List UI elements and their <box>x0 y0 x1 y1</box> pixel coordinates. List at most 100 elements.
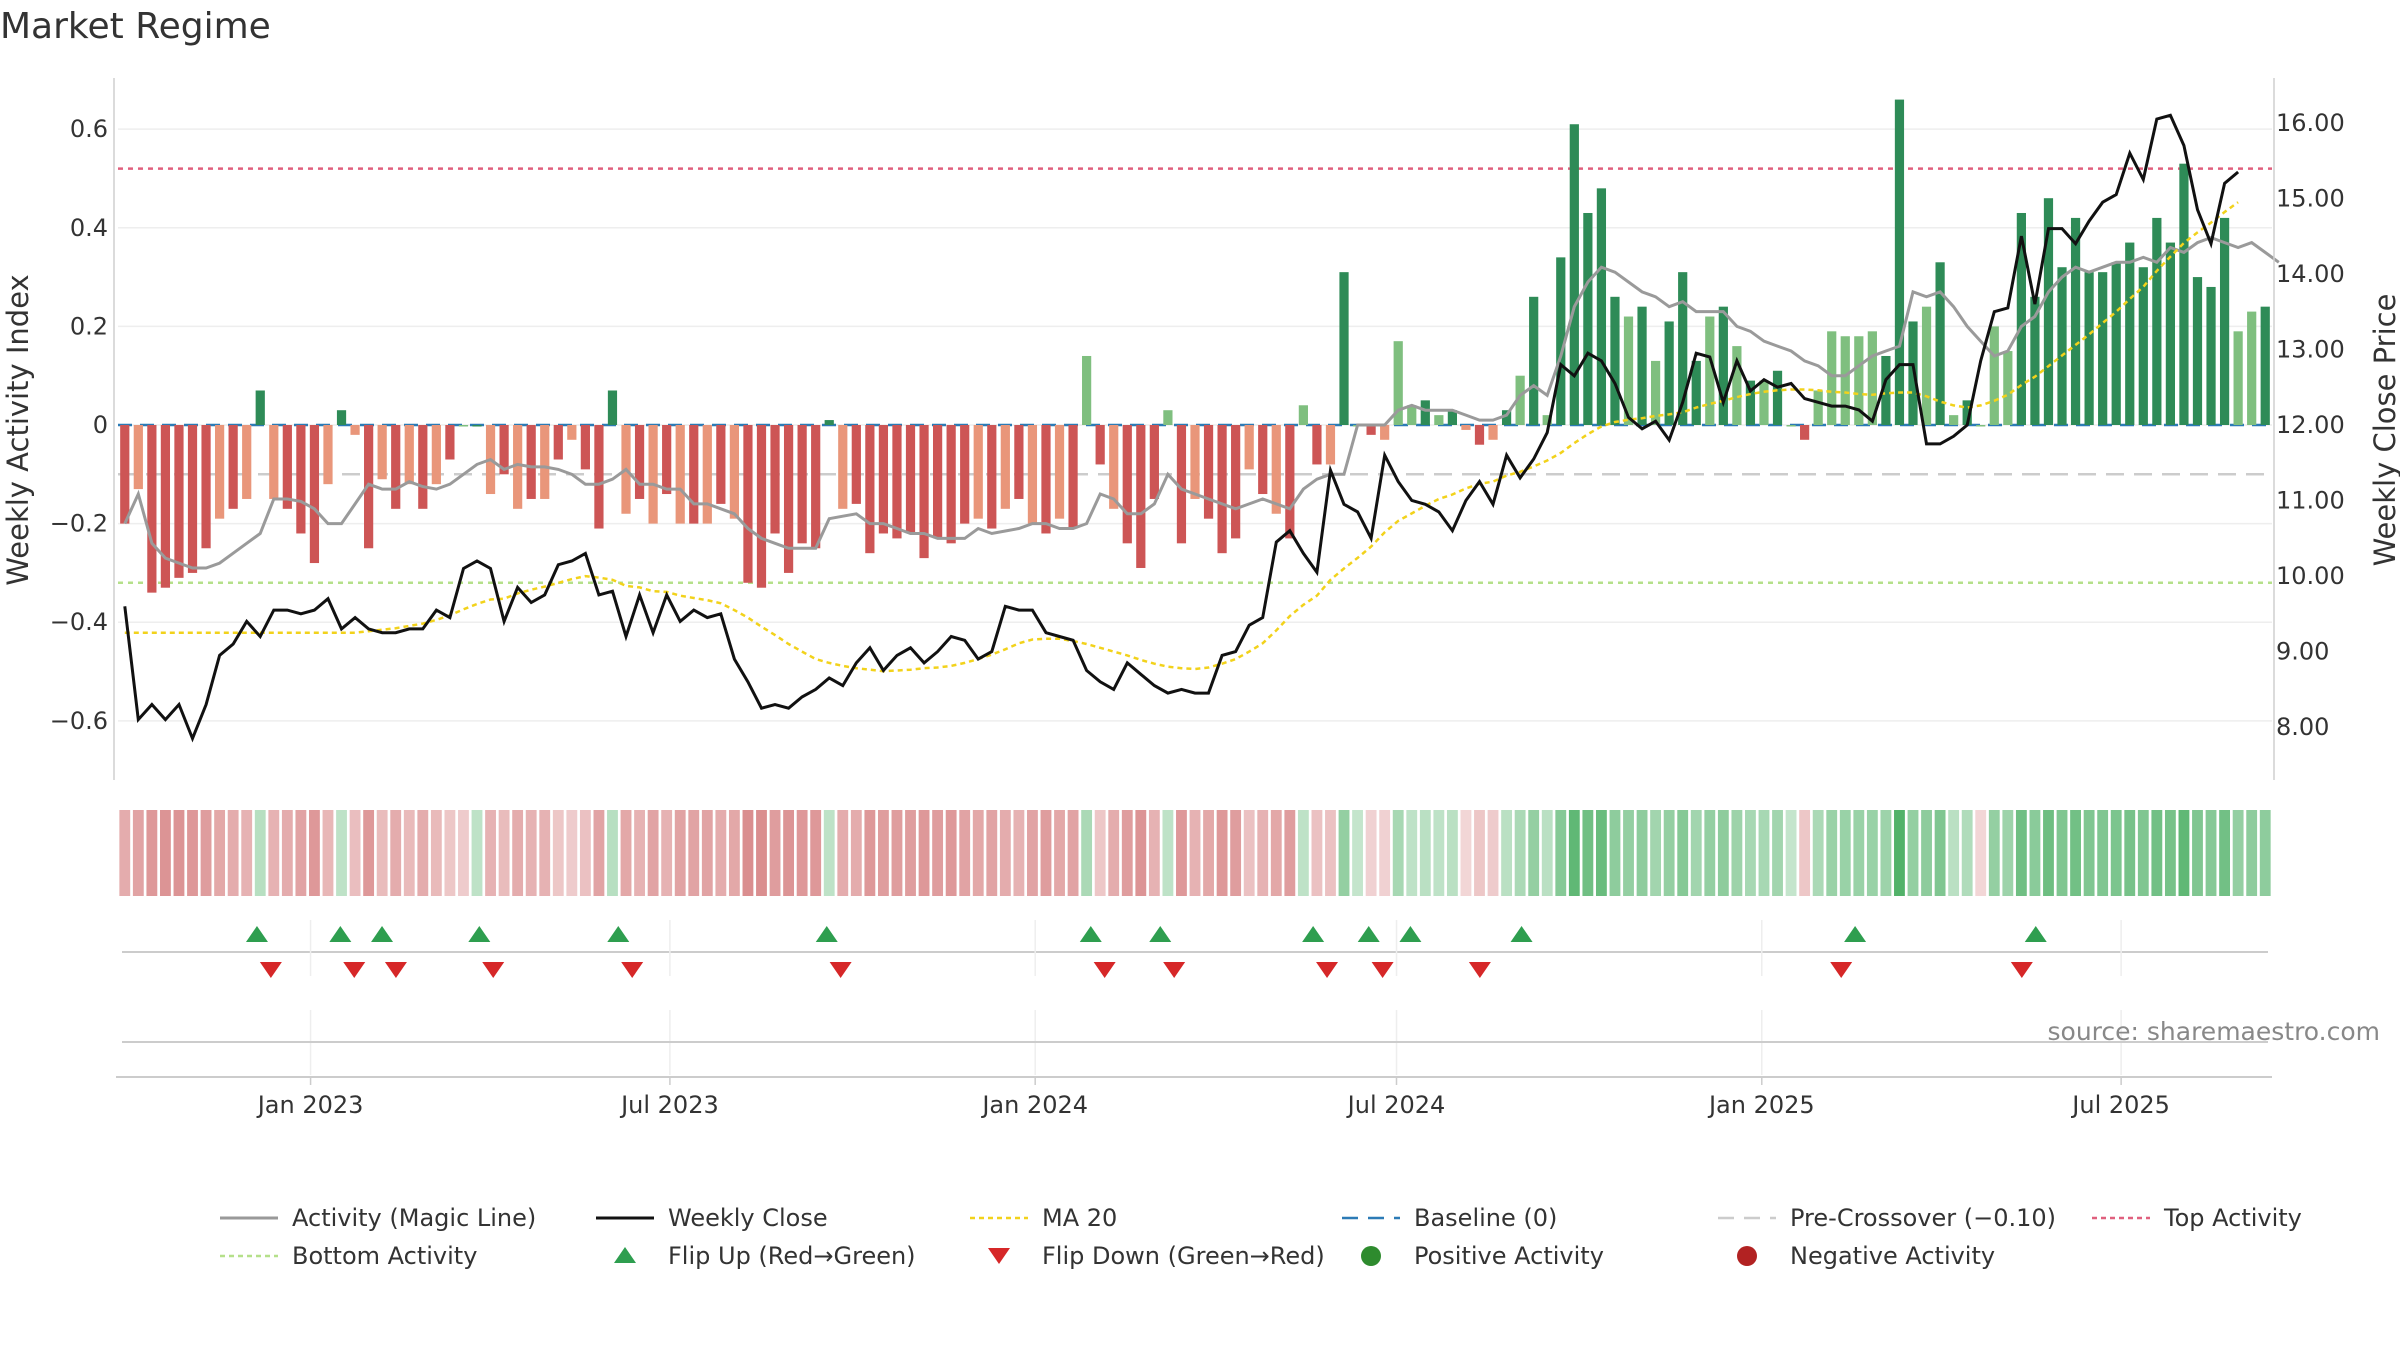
activity-bar <box>214 425 225 519</box>
regime-cell <box>1203 810 1214 896</box>
legend-label: Negative Activity <box>1790 1242 1995 1270</box>
legend-swatch <box>1737 1246 1757 1266</box>
activity-bar <box>174 425 184 578</box>
regime-cell <box>363 810 375 896</box>
activity-bar <box>540 425 550 499</box>
legend-item-neg: Negative Activity <box>1737 1242 1995 1270</box>
regime-cell <box>1704 810 1716 896</box>
x-tick-label: Jan 2023 <box>256 1091 364 1119</box>
activity-bar <box>336 410 347 425</box>
activity-bar <box>1366 425 1376 435</box>
regime-cell <box>1541 810 1553 896</box>
regime-cell <box>742 810 754 896</box>
x-tick-label: Jul 2023 <box>619 1091 719 1119</box>
regime-cell <box>810 810 822 896</box>
regime-cell <box>1297 810 1309 896</box>
regime-cell <box>173 810 185 896</box>
x-tick-label: Jan 2025 <box>1707 1091 1815 1119</box>
regime-cell <box>1717 810 1729 896</box>
flip-down-marker <box>1830 962 1853 978</box>
activity-bar <box>770 425 780 534</box>
activity-bar <box>811 425 821 549</box>
activity-bar <box>513 425 523 509</box>
regime-cell <box>1243 810 1255 896</box>
flip-up-marker <box>245 926 268 942</box>
regime-cell <box>1812 810 1824 896</box>
right-tick-label: 13.00 <box>2276 335 2345 363</box>
activity-bar <box>526 425 536 499</box>
reference-lines <box>118 167 2272 585</box>
regime-cell <box>2002 810 2014 896</box>
activity-bar <box>1407 405 1417 425</box>
activity-bar <box>2152 217 2162 425</box>
activity-bar <box>1420 400 1430 425</box>
activity-bar <box>431 425 441 485</box>
ma20-series <box>124 201 2239 673</box>
activity-bar <box>689 425 699 524</box>
activity-bar <box>905 425 916 534</box>
regime-cell <box>1189 810 1201 896</box>
activity-bar <box>2098 272 2108 425</box>
activity-bar <box>1515 375 1525 425</box>
left-tick-label: 0 <box>93 411 108 439</box>
regime-cell <box>268 810 280 896</box>
regime-cell <box>539 810 551 896</box>
regime-cell <box>1352 810 1363 896</box>
flip-down-marker <box>2010 962 2033 978</box>
activity-bar <box>187 425 198 573</box>
activity-bar <box>404 425 414 485</box>
regime-cell <box>1162 810 1174 896</box>
flip-down-marker <box>1371 962 1394 978</box>
left-axis-ticks: 0.6 0.4 0.2 0 −0.2 −0.4 −0.6 <box>50 115 108 735</box>
right-axis-label: Weekly Close Price <box>2368 294 2400 567</box>
activity-bar <box>242 425 252 499</box>
x-tick-label: Jan 2024 <box>980 1091 1088 1119</box>
activity-bar <box>1637 306 1647 425</box>
regime-cell <box>593 810 605 896</box>
regime-cell <box>2097 810 2109 896</box>
regime-cell <box>1081 810 1093 896</box>
activity-bar <box>1258 425 1268 495</box>
regime-cell <box>146 810 158 896</box>
regime-cell <box>2029 810 2041 896</box>
activity-bar <box>1732 346 1742 425</box>
regime-cell <box>1880 810 1892 896</box>
activity-bar <box>878 425 889 534</box>
activity-bar <box>594 425 604 529</box>
activity-bar <box>946 425 956 544</box>
activity-bar <box>1203 425 1214 519</box>
activity-bar <box>2219 217 2230 425</box>
regime-cell <box>2246 810 2258 896</box>
regime-cell <box>1677 810 1689 896</box>
flip-up-marker <box>329 926 352 942</box>
activity-bar <box>2030 296 2040 425</box>
regime-cell <box>119 810 131 896</box>
regime-cell <box>1853 810 1865 896</box>
activity-bar <box>1556 257 1566 425</box>
flip-up-marker <box>1302 926 1325 942</box>
activity-bar <box>1542 415 1552 425</box>
regime-cell <box>1975 810 1987 896</box>
activity-bar <box>1921 306 1932 425</box>
flip-down-marker <box>1316 962 1339 978</box>
activity-bar <box>1678 272 1688 425</box>
regime-band <box>119 810 2271 896</box>
activity-bar <box>309 425 320 564</box>
activity-bar <box>1109 425 1119 509</box>
activity-bar <box>418 425 428 509</box>
activity-bar <box>323 425 333 485</box>
activity-bar <box>743 425 753 583</box>
activity-bar <box>662 425 672 495</box>
regime-cell <box>241 810 253 896</box>
activity-bar <box>499 425 509 475</box>
regime-cell <box>2056 810 2068 896</box>
activity-bar <box>2138 267 2148 425</box>
activity-bar <box>987 425 997 529</box>
regime-cell <box>295 810 307 896</box>
activity-bar <box>1949 415 1959 425</box>
activity-bar <box>1800 425 1810 440</box>
regime-cell <box>1406 810 1418 896</box>
activity-bar <box>296 425 306 534</box>
regime-cell <box>2151 810 2163 896</box>
legend-item-close: Weekly Close <box>596 1204 828 1232</box>
